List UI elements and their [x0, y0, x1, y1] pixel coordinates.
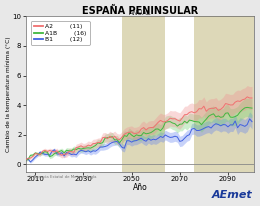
Text: © Agencia Estatal de Meteorología: © Agencia Estatal de Meteorología — [28, 175, 96, 179]
Bar — [194, 16, 255, 172]
Text: AEmet: AEmet — [211, 190, 252, 200]
Text: ANUAL: ANUAL — [129, 10, 151, 16]
Bar — [122, 16, 165, 172]
Y-axis label: Cambio de la temperatura mínima (°C): Cambio de la temperatura mínima (°C) — [5, 36, 11, 152]
X-axis label: Año: Año — [133, 183, 147, 192]
Title: ESPAÑA PENINSULAR: ESPAÑA PENINSULAR — [82, 6, 198, 16]
Legend: A2         (11), A1B         (16), B1         (12): A2 (11), A1B (16), B1 (12) — [31, 21, 90, 46]
